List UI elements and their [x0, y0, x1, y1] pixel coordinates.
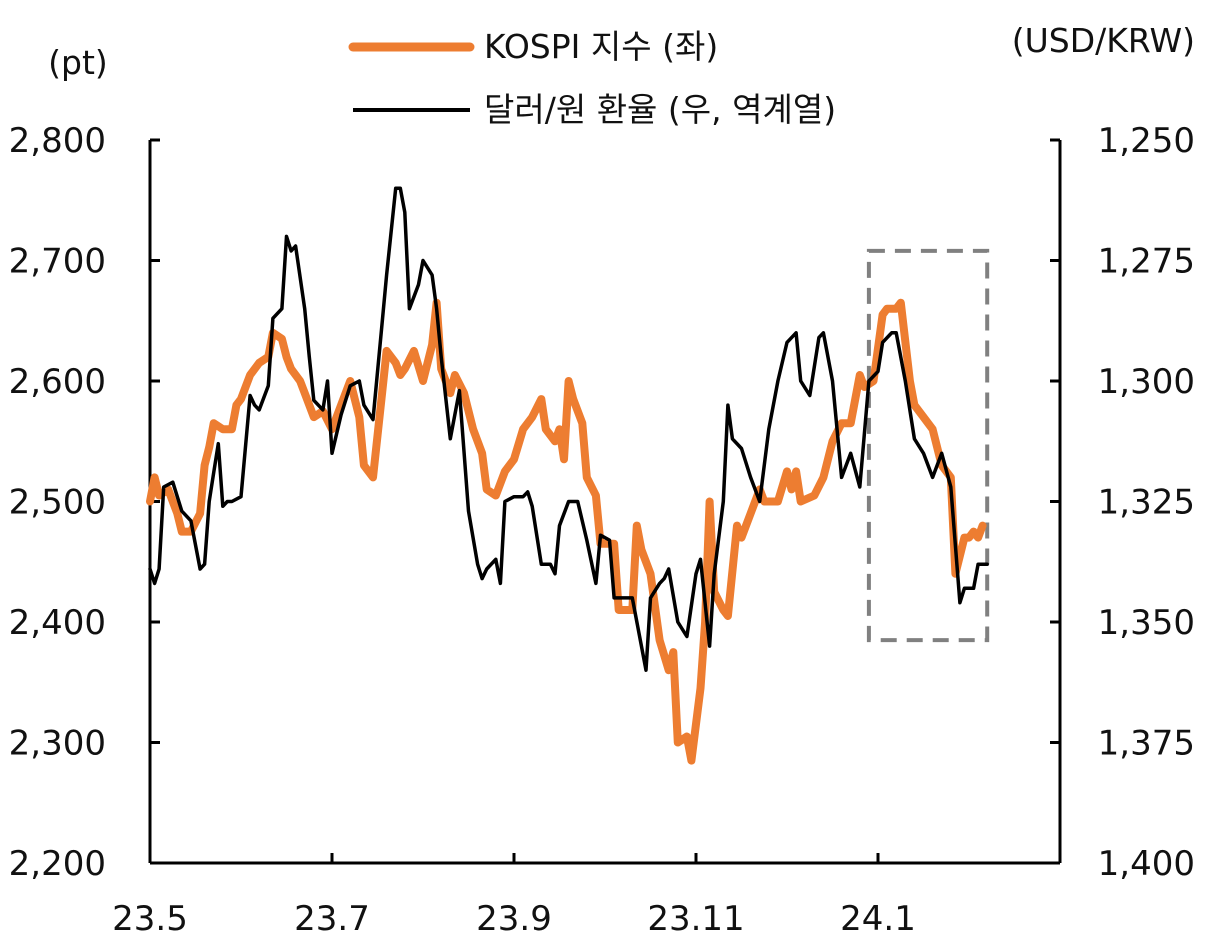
left-axis-tick-label: 2,400 — [9, 603, 106, 643]
x-axis-tick-label: 23.11 — [647, 899, 744, 939]
left-axis-unit: (pt) — [48, 43, 108, 82]
right-axis-tick-label: 1,300 — [1098, 362, 1195, 402]
right-axis-unit: (USD/KRW) — [1012, 21, 1195, 60]
right-axis-tick-label: 1,250 — [1098, 121, 1195, 161]
axes: 2,800 2,700 2,600 2,500 2,400 2,300 2,200 1,250… — [9, 121, 1195, 939]
series-line-usdkrw — [148, 186, 989, 672]
left-axis-tick-label: 2,300 — [9, 724, 106, 764]
legend-label-usdkrw: 달러/원 환율 (우, 역계열) — [484, 90, 836, 129]
right-axis-tick-label: 1,275 — [1098, 242, 1195, 282]
highlight-box — [866, 248, 990, 643]
series-layer — [146, 186, 989, 765]
right-axis-tick-label: 1,325 — [1098, 483, 1195, 523]
legend: KOSPI 지수 (좌) 달러/원 환율 (우, 역계열) — [348, 27, 836, 129]
x-axis-tick-label: 23.5 — [112, 899, 188, 939]
series-line-kospi — [146, 298, 987, 765]
x-axis-tick-label: 23.9 — [476, 899, 552, 939]
left-axis-tick-label: 2,500 — [9, 483, 106, 523]
right-axis-tick-label: 1,400 — [1098, 844, 1195, 884]
left-axis-tick-label: 2,600 — [9, 362, 106, 402]
right-axis-tick-label: 1,375 — [1098, 724, 1195, 764]
left-axis-tick-label: 2,700 — [9, 242, 106, 282]
x-axis-tick-label: 24.1 — [840, 899, 916, 939]
left-axis-tick-label: 2,200 — [9, 844, 106, 884]
highlight-rect — [866, 248, 990, 643]
x-axis-tick-label: 23.7 — [294, 899, 370, 939]
left-axis-tick-label: 2,800 — [9, 121, 106, 161]
legend-label-kospi: KOSPI 지수 (좌) — [484, 27, 718, 66]
right-axis-tick-label: 1,350 — [1098, 603, 1195, 643]
